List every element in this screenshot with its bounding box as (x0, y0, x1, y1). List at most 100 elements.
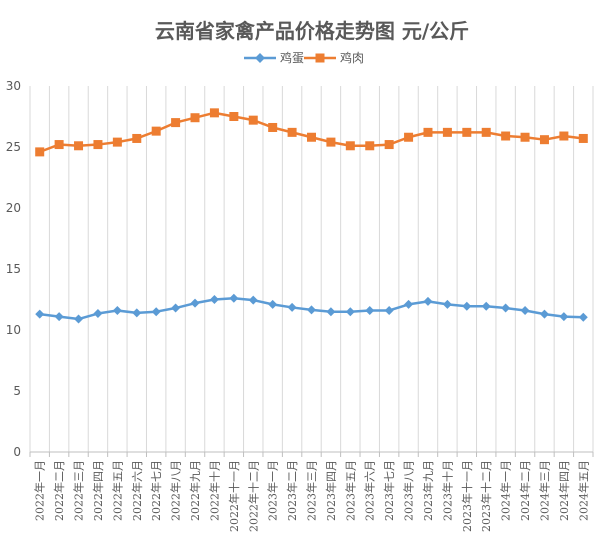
y-tick-label: 30 (6, 79, 21, 93)
x-tick-label: 2024年三月 (537, 460, 551, 521)
x-tick-label: 2022年二月 (52, 460, 66, 521)
data-point (345, 307, 355, 317)
data-point (423, 296, 433, 306)
x-axis-ticks: 2022年一月 2022年二月 2022年三月 2022年四月 2022年五月 2022年… (33, 460, 591, 532)
x-tick-label: 2022年十月 (207, 460, 221, 521)
x-tick-label: 2022年五月 (110, 460, 124, 521)
axes (29, 451, 594, 457)
legend-marker-chicken (315, 53, 325, 63)
data-point (345, 141, 355, 151)
data-point (559, 312, 569, 322)
data-point (326, 307, 336, 317)
legend-item-chicken: 鸡肉 (304, 50, 364, 65)
x-tick-label: 2022年四月 (91, 460, 105, 521)
data-point (520, 132, 530, 142)
y-axis-ticks: 0 5 10 15 20 25 30 (6, 79, 21, 459)
y-tick-label: 20 (6, 201, 21, 215)
x-tick-label: 2022年八月 (169, 460, 183, 521)
x-tick-label: 2022年十二月 (246, 460, 260, 532)
data-point (93, 309, 103, 319)
grid (29, 86, 594, 452)
data-point (74, 314, 84, 324)
data-point (171, 303, 181, 313)
data-point (229, 112, 239, 121)
legend-label-chicken: 鸡肉 (340, 50, 364, 65)
data-point (326, 137, 336, 147)
data-point (307, 132, 316, 142)
x-tick-label: 2022年十一月 (227, 460, 241, 532)
x-tick-label: 2023年九月 (421, 460, 435, 521)
data-point (423, 127, 433, 137)
data-point (307, 305, 316, 315)
series-egg (35, 293, 588, 324)
y-tick-label: 10 (6, 323, 21, 337)
data-point (404, 132, 414, 142)
x-tick-label: 2023年五月 (343, 460, 357, 521)
legend: 鸡蛋 鸡肉 (244, 50, 364, 65)
x-tick-label: 2022年三月 (72, 460, 86, 521)
data-point (112, 305, 122, 315)
x-tick-label: 2024年五月 (576, 460, 590, 521)
x-tick-label: 2023年十一月 (460, 460, 474, 532)
x-tick-label: 2022年六月 (130, 460, 144, 521)
data-point (151, 307, 161, 317)
x-tick-label: 2024年四月 (557, 460, 571, 521)
data-point (171, 118, 181, 128)
x-tick-label: 2024年二月 (518, 460, 532, 521)
data-point (229, 293, 239, 303)
y-tick-label: 15 (6, 262, 21, 276)
data-point (54, 312, 64, 322)
legend-marker-egg (255, 53, 265, 63)
data-point (132, 133, 142, 143)
data-point (287, 302, 297, 312)
chart-title: 云南省家禽产品价格走势图 元/公斤 (155, 19, 469, 43)
x-tick-label: 2022年一月 (33, 460, 47, 521)
data-point (268, 122, 278, 132)
data-point (365, 141, 375, 151)
x-tick-label: 2023年二月 (285, 460, 299, 521)
data-point (112, 137, 122, 147)
data-point (209, 108, 219, 118)
y-tick-label: 25 (6, 140, 21, 154)
x-tick-label: 2023年三月 (305, 460, 319, 521)
data-point (209, 295, 219, 304)
data-point (442, 127, 452, 137)
data-point (365, 305, 375, 315)
x-tick-label: 2023年一月 (266, 460, 280, 521)
data-point (54, 140, 64, 150)
series-chicken (35, 108, 588, 157)
data-point (384, 140, 394, 150)
data-point (248, 295, 258, 305)
x-tick-label: 2023年八月 (402, 460, 416, 521)
data-point (539, 135, 549, 145)
data-point (578, 133, 588, 143)
data-point (520, 305, 530, 315)
data-point (462, 301, 472, 311)
x-tick-label: 2023年六月 (363, 460, 377, 521)
data-point (35, 309, 45, 319)
x-tick-label: 2023年七月 (382, 460, 396, 521)
data-point (501, 131, 511, 141)
x-tick-label: 2023年四月 (324, 460, 338, 521)
data-point (74, 141, 84, 151)
x-tick-label: 2023年十月 (440, 460, 454, 521)
x-tick-label: 2022年九月 (188, 460, 202, 521)
data-point (190, 298, 200, 308)
data-point (578, 312, 588, 322)
data-point (539, 309, 549, 319)
data-point (462, 127, 472, 137)
x-tick-label: 2024年一月 (499, 460, 513, 521)
data-point (287, 127, 297, 137)
data-point (501, 303, 511, 313)
legend-label-egg: 鸡蛋 (280, 50, 304, 65)
data-point (481, 127, 491, 137)
data-point (151, 126, 161, 136)
data-point (132, 308, 142, 318)
x-tick-label: 2022年七月 (149, 460, 163, 521)
data-point (481, 301, 491, 311)
legend-item-egg: 鸡蛋 (244, 50, 304, 65)
data-point (93, 140, 103, 150)
data-point (248, 115, 258, 125)
series-group (35, 108, 588, 324)
